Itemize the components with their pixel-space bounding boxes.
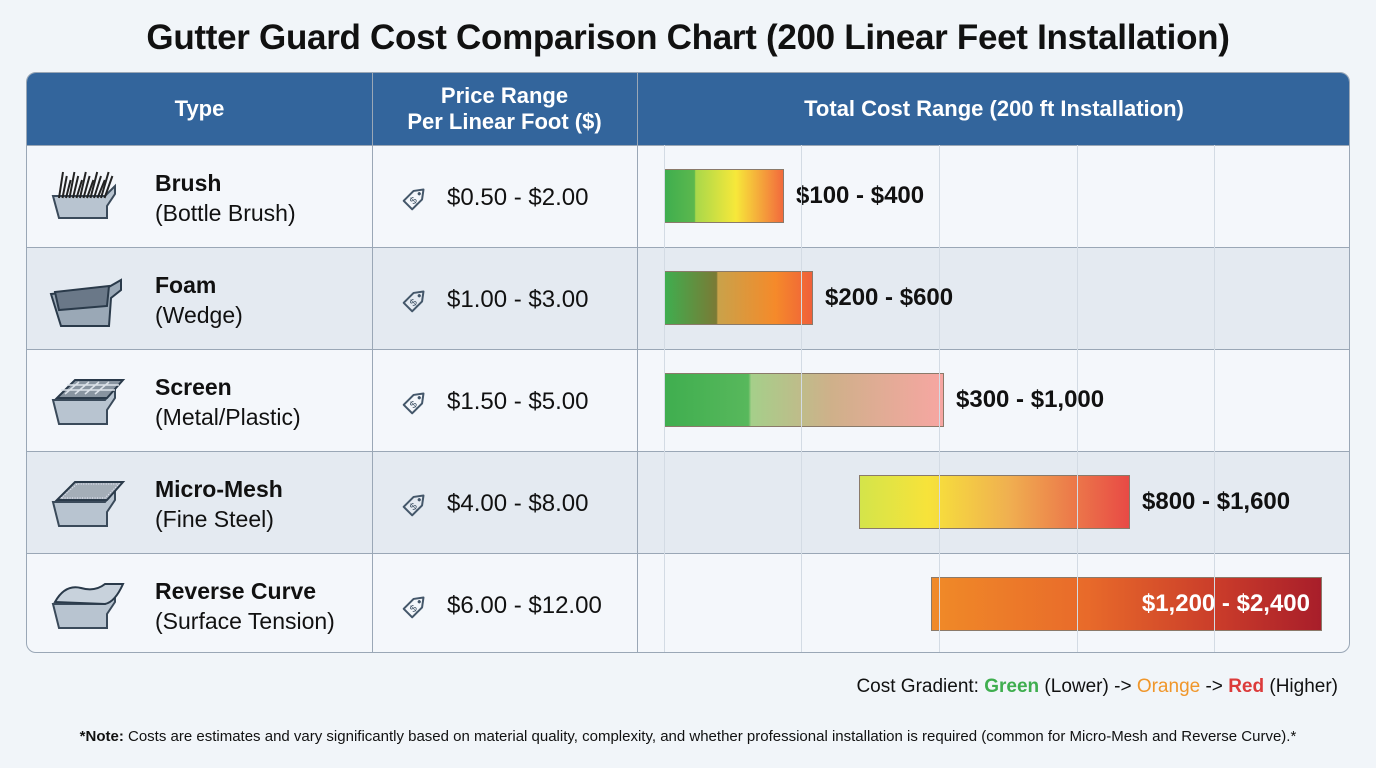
price-tag-icon: $ <box>402 290 425 313</box>
legend-arrow: -> <box>1200 676 1229 697</box>
header-price-line2: Per Linear Foot ($) <box>407 109 602 134</box>
price-range: $ $4.00 - $8.00 <box>397 486 588 522</box>
table-row: Micro-Mesh (Fine Steel) $ $4.00 - $8.00 $8… <box>27 451 1349 553</box>
type-label: Screen <box>155 374 232 400</box>
footnote: *Note: Costs are estimates and vary sign… <box>0 728 1376 745</box>
price-tag-icon: $ <box>402 494 425 517</box>
type-subtitle: (Metal/Plastic) <box>155 404 301 430</box>
header-price-line1: Price Range <box>440 83 569 108</box>
svg-text:$: $ <box>408 603 420 615</box>
type-subtitle: (Wedge) <box>155 302 243 328</box>
table-row: Screen (Metal/Plastic) $ $1.50 - $5.00 $30… <box>27 349 1349 451</box>
header-total: Total Cost Range (200 ft Installation) <box>637 73 1349 145</box>
price-tag-icon: $ <box>402 596 425 619</box>
cost-bar <box>664 169 784 223</box>
type-name: Foam (Wedge) <box>155 270 243 330</box>
micro-mesh-gutter-icon <box>51 481 126 527</box>
type-label: Reverse Curve <box>155 578 317 604</box>
type-label: Foam <box>155 272 217 298</box>
table-row: Brush (Bottle Brush) $ $0.50 - $2.00 $100 … <box>27 145 1349 247</box>
price-tag-icon: $ <box>402 188 425 211</box>
price-value: $4.00 - $8.00 <box>447 490 589 517</box>
price-range: $ $6.00 - $12.00 <box>397 588 602 624</box>
cost-label: $100 - $400 <box>796 182 925 209</box>
note-text: Costs are estimates and vary significant… <box>123 728 1297 745</box>
svg-text:$: $ <box>408 297 420 309</box>
legend-prefix: Cost Gradient: <box>856 676 985 697</box>
reverse-curve-gutter-icon <box>51 583 125 629</box>
type-name: Micro-Mesh (Fine Steel) <box>155 474 283 534</box>
cost-label: $300 - $1,000 <box>956 386 1105 413</box>
price-range: $ $1.00 - $3.00 <box>397 282 588 318</box>
header-type: Type <box>27 73 372 145</box>
price-range: $ $1.50 - $5.00 <box>397 384 588 420</box>
legend-lower: (Lower) -> <box>1039 676 1137 697</box>
svg-text:$: $ <box>408 399 420 411</box>
type-subtitle: (Surface Tension) <box>155 608 335 634</box>
column-divider <box>637 73 638 652</box>
type-label: Brush <box>155 170 222 196</box>
price-value: $0.50 - $2.00 <box>447 184 589 211</box>
svg-text:$: $ <box>408 195 420 207</box>
cost-bar <box>859 475 1130 529</box>
table-row: Foam (Wedge) $ $1.00 - $3.00 $200 - $600 <box>27 247 1349 349</box>
note-label: *Note: <box>79 728 124 745</box>
foam-gutter-icon <box>49 278 122 327</box>
cost-table: Type Price Range Per Linear Foot ($) Tot… <box>26 72 1350 653</box>
cost-label: $1,200 - $2,400 <box>1141 590 1310 617</box>
price-tag-icon: $ <box>402 392 425 415</box>
legend: Cost Gradient: Green (Lower) -> Orange -… <box>856 676 1338 698</box>
price-value: $1.50 - $5.00 <box>447 388 589 415</box>
type-label: Micro-Mesh <box>155 476 283 502</box>
brush-gutter-icon <box>51 171 116 219</box>
chart-title: Gutter Guard Cost Comparison Chart (200 … <box>146 18 1230 57</box>
type-subtitle: (Fine Steel) <box>155 506 274 532</box>
type-name: Screen (Metal/Plastic) <box>155 372 301 432</box>
price-value: $6.00 - $12.00 <box>447 592 602 619</box>
price-range: $ $0.50 - $2.00 <box>397 180 588 216</box>
type-name: Reverse Curve (Surface Tension) <box>155 576 335 636</box>
legend-orange: Orange <box>1136 676 1201 697</box>
cost-label: $800 - $1,600 <box>1142 488 1291 515</box>
legend-higher: (Higher) <box>1264 676 1338 697</box>
legend-red: Red <box>1228 676 1265 697</box>
column-divider <box>372 73 373 652</box>
cost-bar <box>931 577 1322 631</box>
screen-gutter-icon <box>51 379 126 425</box>
svg-text:$: $ <box>408 501 420 513</box>
header-price: Price Range Per Linear Foot ($) <box>372 73 637 145</box>
cost-bar <box>664 271 813 325</box>
table-row: Reverse Curve (Surface Tension) $ $6.00 - … <box>27 553 1349 652</box>
cost-bar <box>664 373 944 427</box>
price-value: $1.00 - $3.00 <box>447 286 589 313</box>
cost-label: $200 - $600 <box>825 284 954 311</box>
type-name: Brush (Bottle Brush) <box>155 168 296 228</box>
type-subtitle: (Bottle Brush) <box>155 200 296 226</box>
legend-green: Green <box>984 676 1040 697</box>
